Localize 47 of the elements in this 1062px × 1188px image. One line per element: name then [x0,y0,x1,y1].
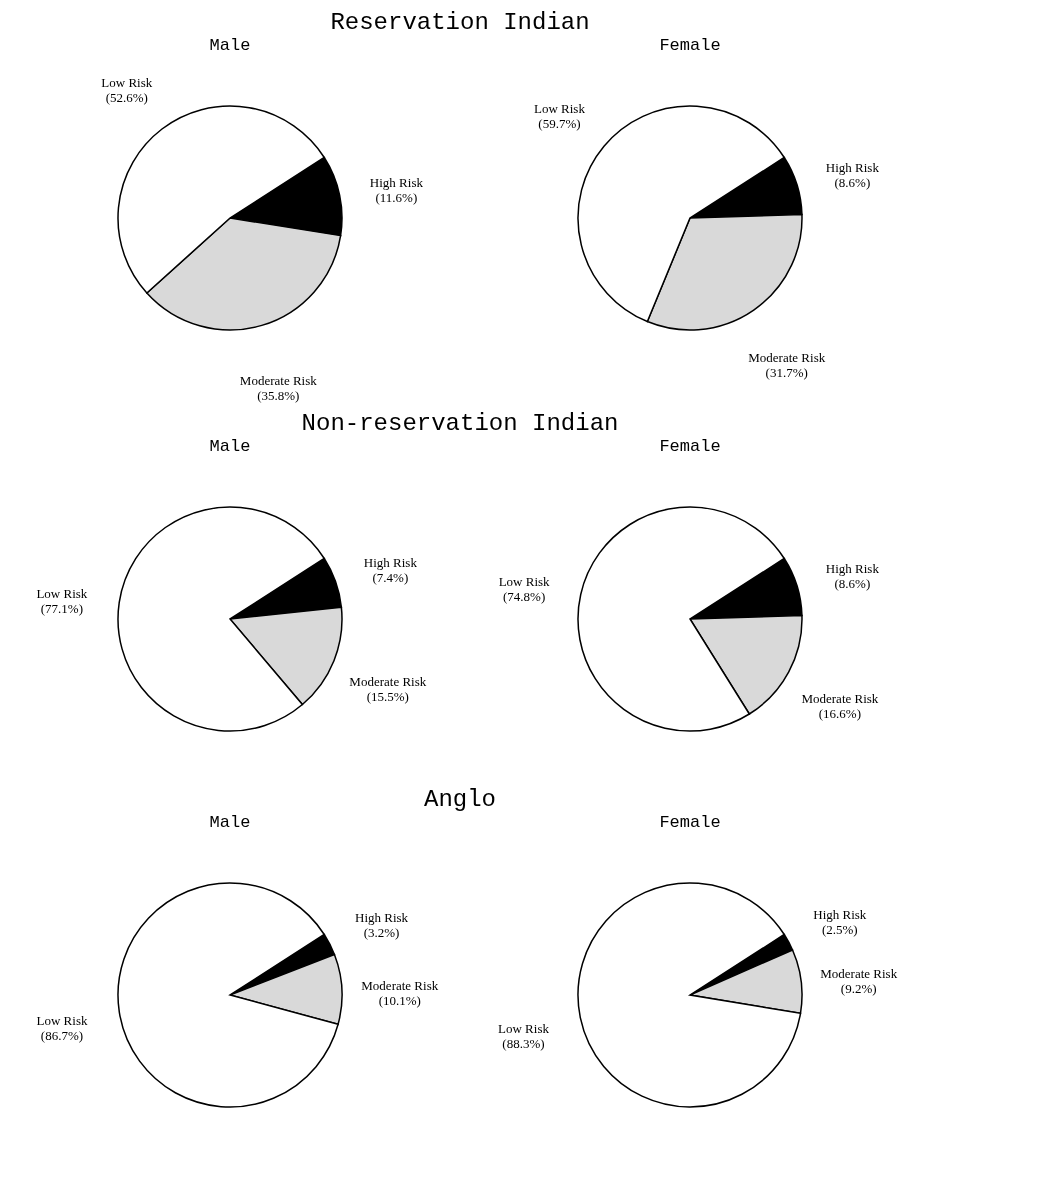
slice-label: High Risk [813,906,867,922]
chart-title: Female [659,813,721,832]
slice-label: High Risk [825,560,880,576]
data-label: (8.6%) [834,575,871,591]
data-label: (8.6%) [834,174,871,190]
data-label: (52.6%) [105,89,148,105]
slice-label: Low Risk [101,74,153,90]
slice-label: Low Risk [498,573,551,589]
text: Reservation Indian [330,9,590,36]
data-label: (74.8%) [503,588,546,604]
slice-label: High Risk [363,554,418,570]
data-label: (59.7%) [538,116,581,132]
chart-title: Male [209,813,251,832]
chart-title: Female [659,437,721,456]
data-label: (7.4%) [372,569,409,585]
data-label: (86.7%) [40,1027,84,1043]
slice-label: Moderate Risk [239,373,318,388]
slice-label: High Risk [369,175,424,191]
text: Anglo [423,786,497,813]
chart-title: Female [659,36,721,55]
pie-slice [117,882,339,1108]
slice-label: Moderate Risk [748,349,826,365]
slice-label: Moderate Risk [801,691,879,707]
data-label: (3.2%) [363,924,400,940]
chart-title: Male [209,437,251,456]
data-label: (77.1%) [40,600,83,616]
pie-slice [577,882,802,1108]
text: Non-reservation Indian [301,410,619,437]
data-label: (35.8%) [257,388,300,403]
data-label: (31.7%) [765,364,808,380]
data-label: (16.6%) [818,706,862,722]
slice-label: Moderate Risk [820,965,898,981]
slice-label: Moderate Risk [349,674,427,690]
slice-label: Low Risk [36,585,88,601]
slice-label: High Risk [355,909,409,925]
slice-label: High Risk [825,159,880,175]
data-label: (9.2%) [840,980,877,996]
slice-label: Low Risk [534,101,586,117]
chart-title: Male [209,36,251,55]
data-label: (11.6%) [375,190,418,206]
data-label: (88.3%) [502,1036,545,1052]
data-label: (10.1%) [378,993,421,1009]
data-label: (2.5%) [821,921,858,937]
slice-label: Moderate Risk [361,978,439,994]
slice-label: Low Risk [36,1012,88,1028]
data-label: (15.5%) [366,689,409,705]
slice-label: Low Risk [498,1021,550,1037]
